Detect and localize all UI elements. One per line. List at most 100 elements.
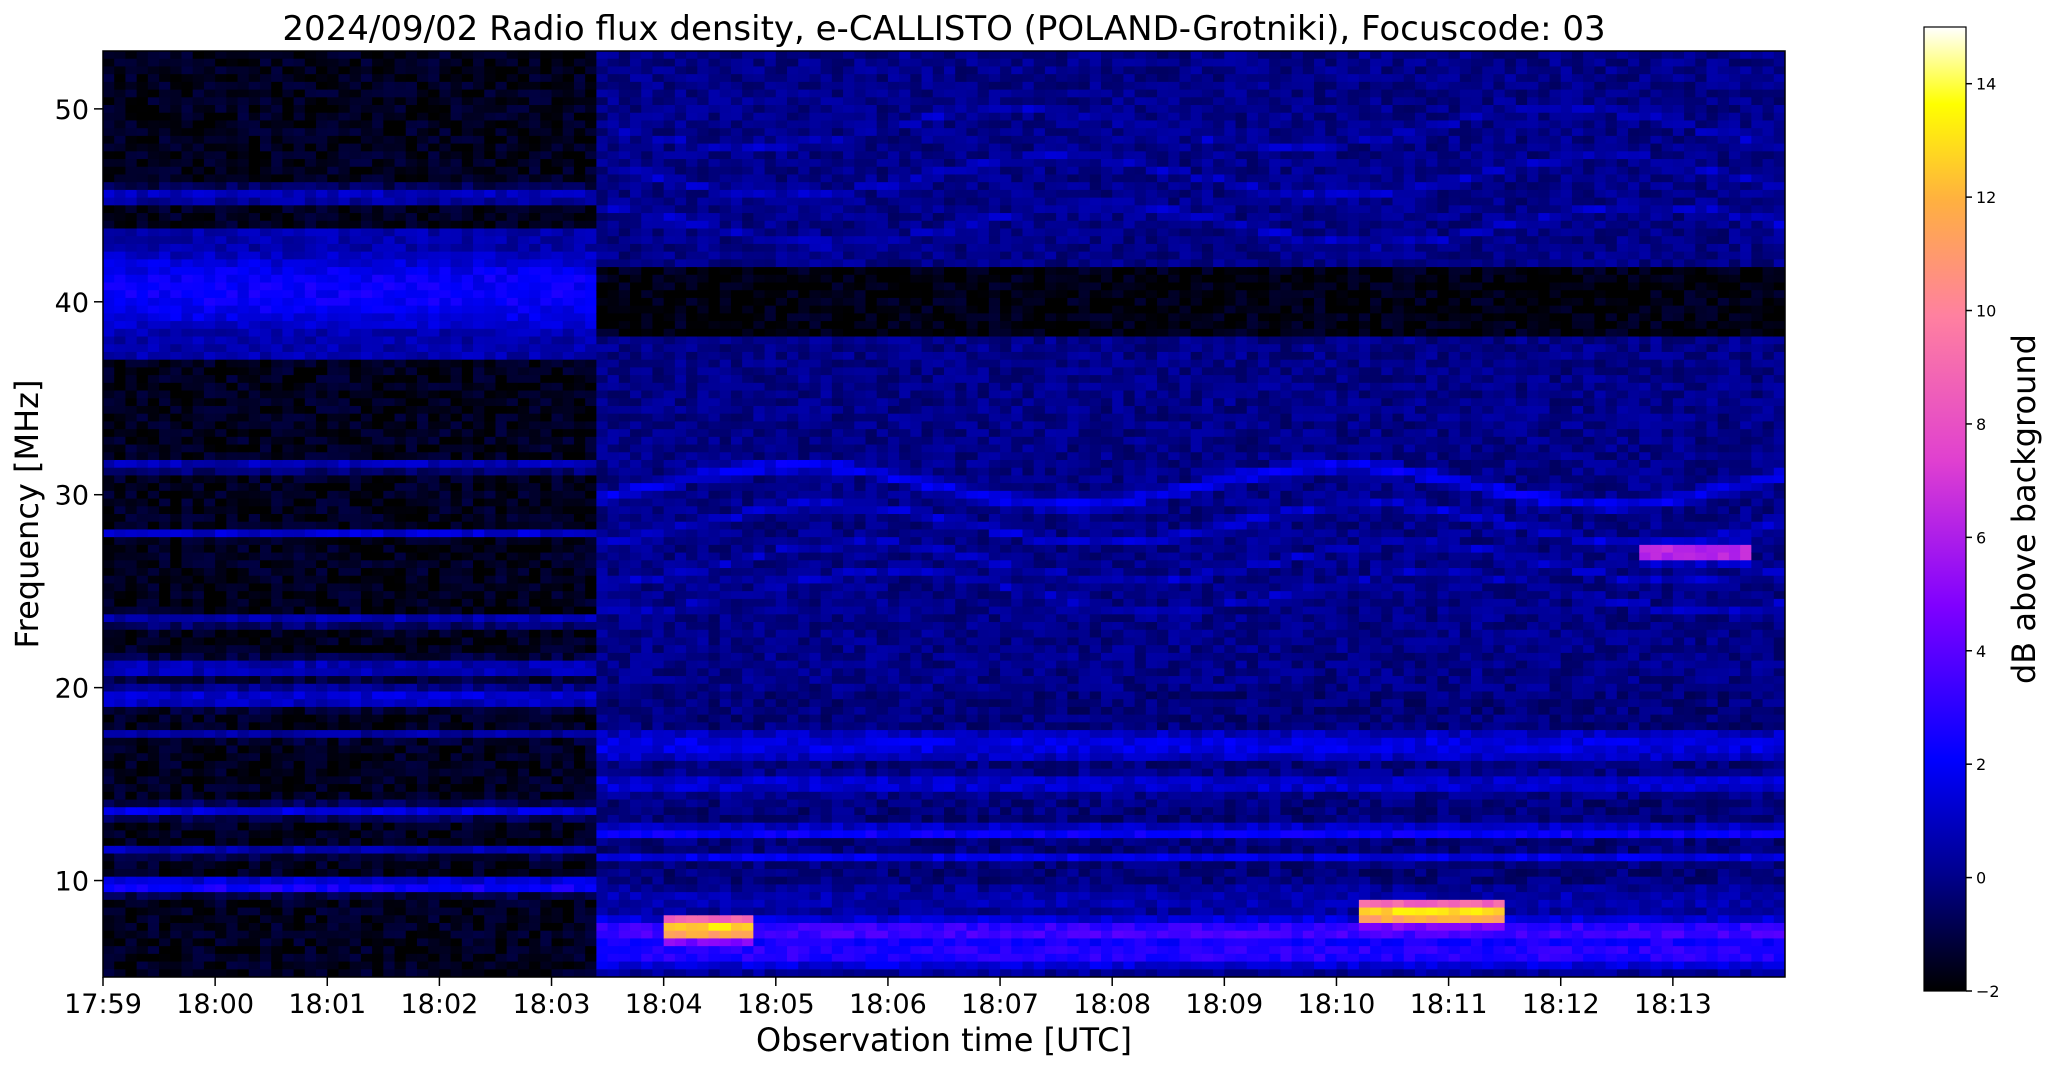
heatmap-cell — [181, 243, 194, 253]
heatmap-cell — [540, 267, 553, 276]
heatmap-cell — [159, 313, 171, 322]
heatmap-cell — [226, 459, 239, 469]
heatmap-cell — [562, 321, 575, 330]
heatmap-cell — [540, 444, 553, 453]
heatmap-cell — [181, 74, 194, 83]
heatmap-cell — [203, 351, 216, 361]
heatmap-cell — [349, 413, 362, 422]
heatmap-cell — [484, 97, 497, 106]
heatmap-cell — [136, 652, 149, 662]
heatmap-cell — [540, 668, 553, 677]
heatmap-cell — [506, 660, 519, 669]
heatmap-cell — [473, 722, 485, 731]
heatmap-cell — [416, 81, 429, 91]
heatmap-cell — [159, 112, 171, 122]
heatmap-cell — [215, 961, 227, 970]
heatmap-cell — [293, 405, 306, 415]
heatmap-cell — [181, 475, 194, 484]
heatmap-cell — [405, 128, 418, 137]
heatmap-cell — [271, 652, 284, 662]
heatmap-cell — [383, 953, 396, 963]
heatmap-cell — [181, 899, 194, 909]
heatmap-cell — [473, 66, 485, 75]
heatmap-cell — [428, 892, 440, 901]
heatmap-cell — [248, 614, 261, 623]
heatmap-cell — [338, 452, 351, 461]
heatmap-cell — [529, 151, 541, 160]
heatmap-cell — [159, 714, 171, 723]
heatmap-cell — [506, 753, 519, 762]
heatmap-cell — [203, 529, 216, 538]
heatmap-cell — [338, 760, 351, 770]
heatmap-cell — [192, 398, 205, 407]
heatmap-cell — [495, 683, 508, 693]
heatmap-cell — [114, 166, 127, 176]
heatmap-cell — [125, 112, 138, 122]
heatmap-cell — [517, 853, 530, 862]
heatmap-cell — [259, 745, 272, 754]
heatmap-cell — [125, 375, 138, 384]
heatmap-cell — [349, 405, 362, 415]
heatmap-cell — [304, 953, 317, 963]
heatmap-cell — [316, 74, 328, 83]
heatmap-cell — [529, 398, 541, 407]
heatmap-cell — [316, 830, 328, 839]
heatmap-cell — [349, 537, 362, 546]
heatmap-cell — [450, 907, 463, 916]
heatmap-cell — [338, 429, 351, 438]
heatmap-cell — [450, 930, 463, 940]
heatmap-cell — [248, 274, 261, 284]
heatmap-cell — [349, 305, 362, 314]
heatmap-cell — [405, 483, 418, 492]
heatmap-cell — [203, 475, 216, 484]
heatmap-cell — [192, 907, 205, 916]
heatmap-cell — [237, 336, 250, 345]
heatmap-cell — [473, 529, 485, 538]
heatmap-cell — [147, 961, 160, 970]
heatmap-cell — [226, 946, 239, 955]
heatmap-cell — [259, 483, 272, 492]
heatmap-cell — [562, 475, 575, 484]
heatmap-cell — [226, 135, 239, 145]
heatmap-cell — [529, 405, 541, 415]
heatmap-cell — [450, 683, 463, 693]
heatmap-cell — [271, 629, 284, 639]
heatmap-cell — [428, 58, 440, 68]
heatmap-cell — [147, 583, 160, 592]
heatmap-cell — [484, 483, 497, 492]
heatmap-cell — [181, 89, 194, 98]
heatmap-cell — [259, 297, 272, 307]
heatmap-cell — [439, 884, 452, 893]
heatmap-cell — [562, 398, 575, 407]
heatmap-cell — [506, 236, 519, 245]
heatmap-cell — [349, 884, 362, 893]
heatmap-cell — [125, 868, 138, 878]
heatmap-cell — [551, 189, 564, 199]
heatmap-cell — [551, 529, 564, 538]
heatmap-cell — [226, 174, 239, 183]
heatmap-cell — [450, 436, 463, 446]
heatmap-cell — [394, 822, 407, 831]
heatmap-cell — [147, 969, 160, 977]
heatmap-cell — [529, 730, 541, 739]
heatmap-cell — [282, 930, 295, 940]
heatmap-cell — [506, 89, 519, 98]
heatmap-cell — [304, 544, 317, 554]
heatmap-cell — [551, 220, 564, 230]
heatmap-cell — [360, 267, 373, 276]
heatmap-cell — [170, 544, 183, 554]
heatmap-cell — [226, 652, 239, 662]
heatmap-cell — [271, 737, 284, 747]
heatmap-cell — [473, 953, 485, 963]
heatmap-cell — [203, 668, 216, 677]
heatmap-cell — [529, 575, 541, 585]
heatmap-cell — [517, 398, 530, 407]
heatmap-cell — [316, 668, 328, 677]
heatmap-cell — [136, 760, 149, 770]
heatmap-cell — [159, 606, 171, 615]
heatmap-cell — [147, 251, 160, 260]
heatmap-cell — [271, 143, 284, 152]
heatmap-cell — [473, 922, 485, 932]
heatmap-cell — [349, 598, 362, 608]
heatmap-cell — [372, 390, 384, 399]
